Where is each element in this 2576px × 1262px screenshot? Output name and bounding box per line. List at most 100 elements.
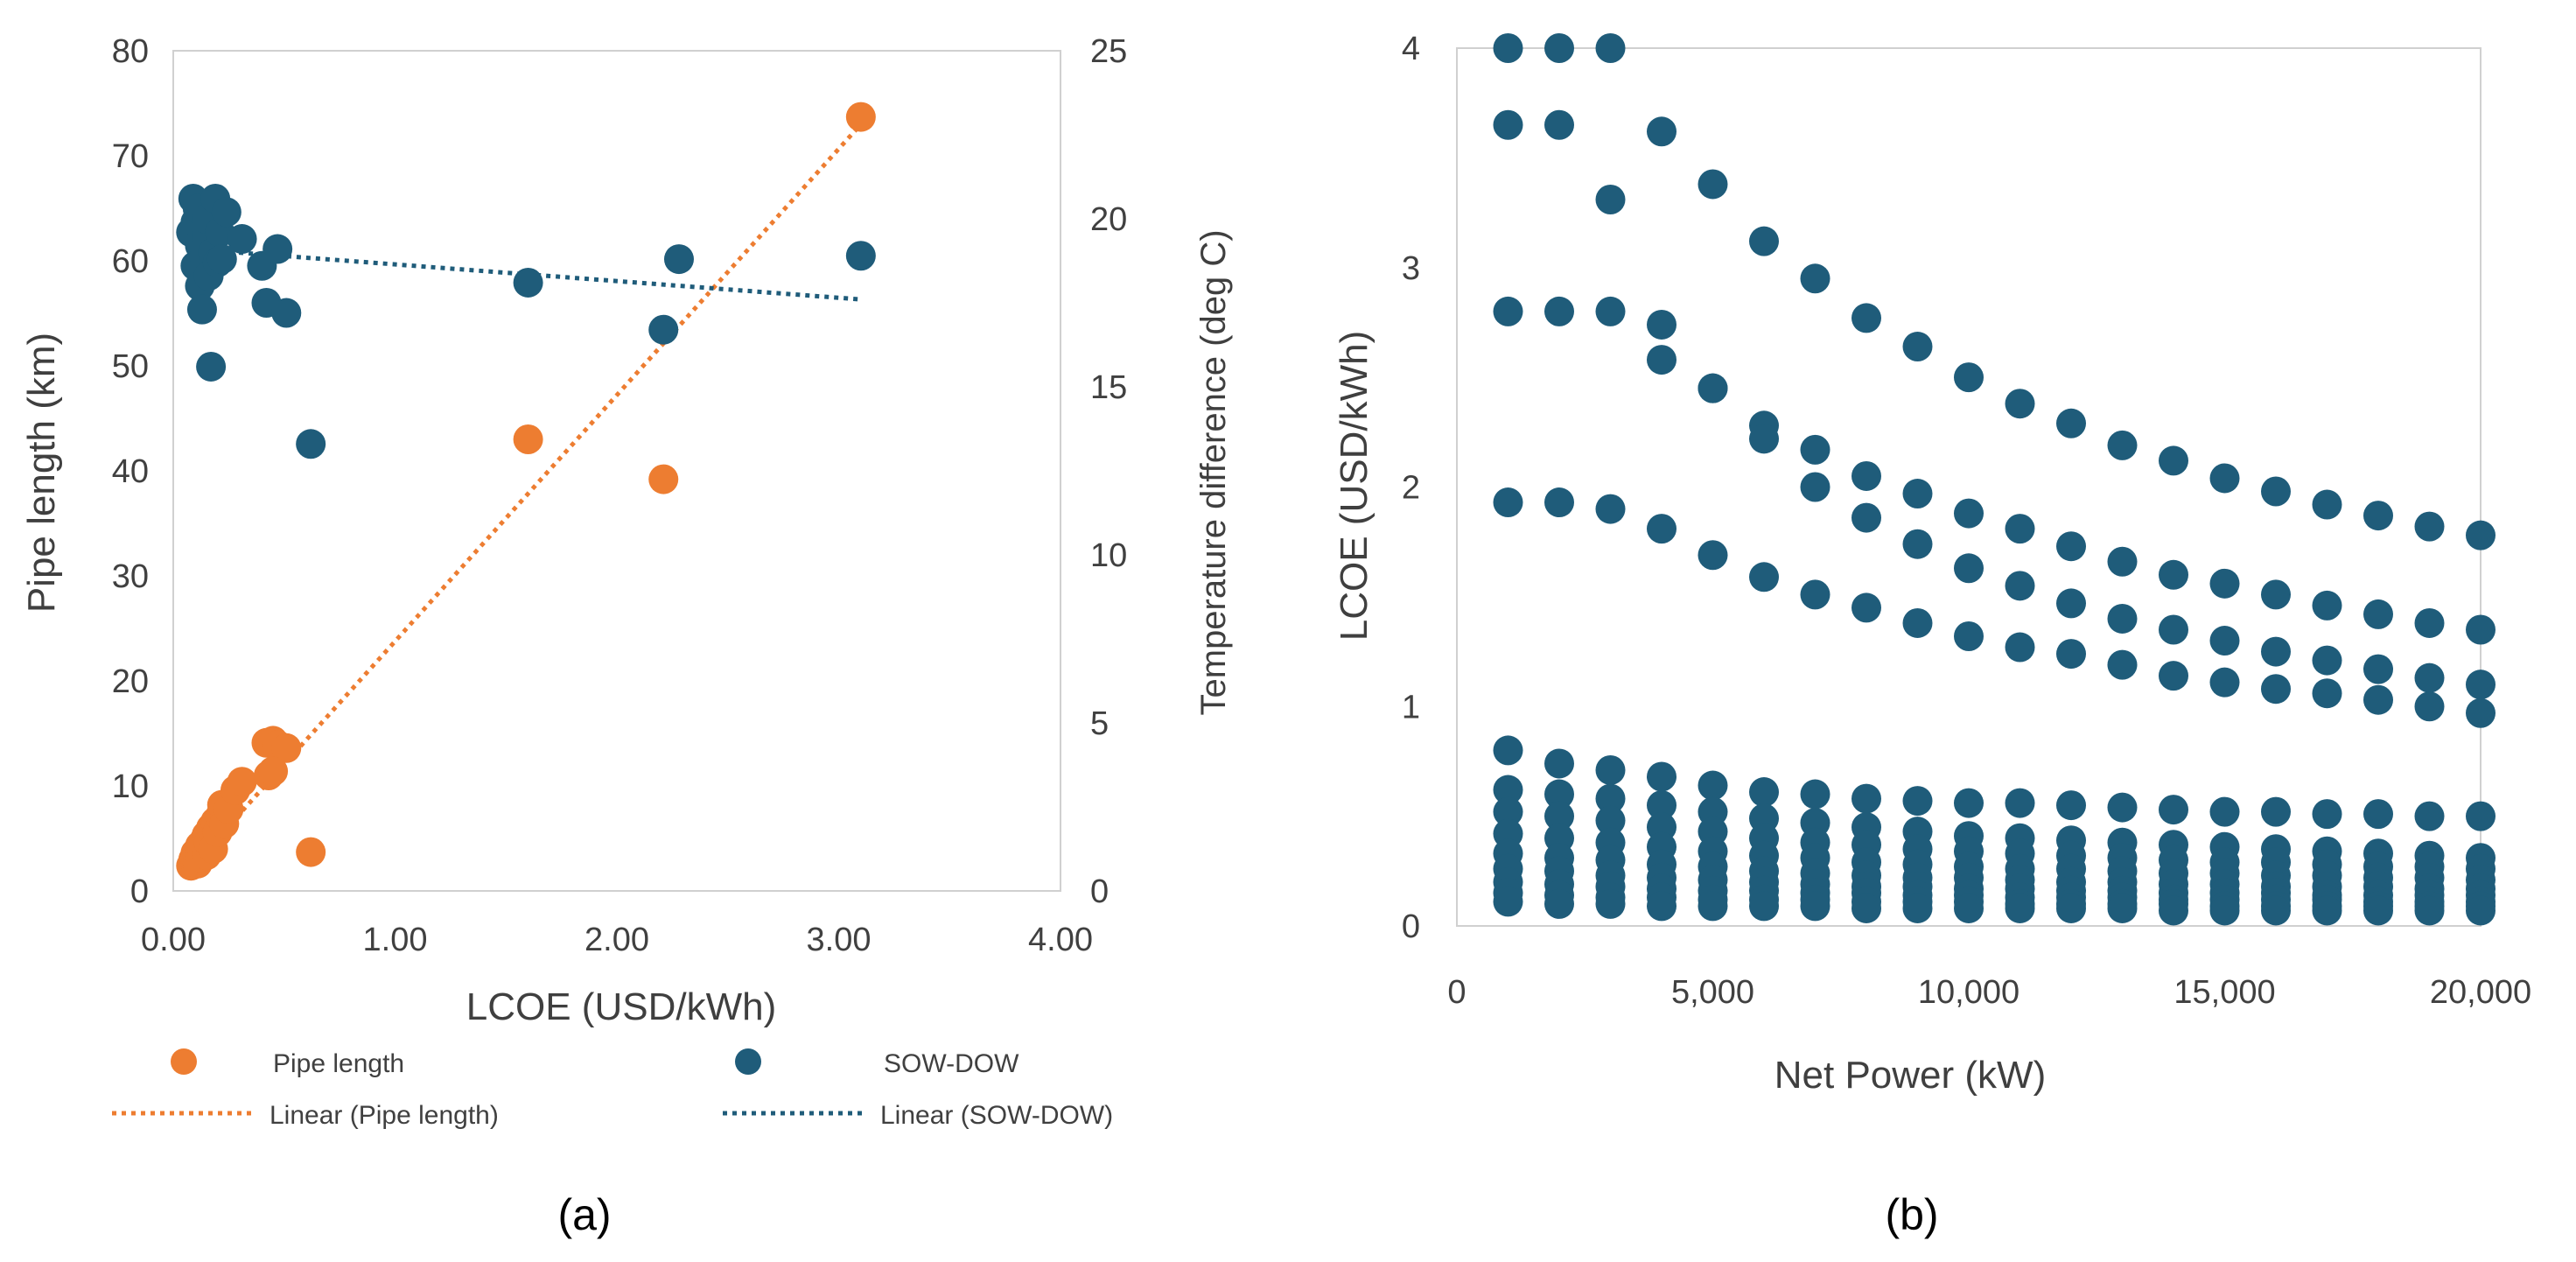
- lcoe-point: [2466, 698, 2496, 728]
- lcoe-point: [1749, 424, 1779, 454]
- panel-a-y-tick-label: 50: [112, 348, 149, 385]
- lcoe-point: [1493, 33, 1523, 63]
- lcoe-point: [1749, 891, 1779, 922]
- lcoe-point: [1493, 109, 1523, 140]
- lcoe-point: [2414, 895, 2445, 926]
- panel-b-y-axis-title: LCOE (USD/kWh): [1333, 331, 1376, 641]
- panel-a-x-axis-title: LCOE (USD/kWh): [466, 985, 776, 1028]
- lcoe-point: [2312, 895, 2342, 926]
- lcoe-point: [2209, 796, 2240, 827]
- panel-b-y-tick-label: 2: [1402, 470, 1420, 507]
- lcoe-point: [1698, 770, 1728, 801]
- panel-b-x-tick-label: 0: [1447, 974, 1466, 1011]
- panel-a-y-tick-label: 60: [112, 243, 149, 280]
- lcoe-point: [1544, 748, 1574, 779]
- lcoe-point: [2005, 571, 2035, 601]
- lcoe-point: [1544, 779, 1574, 810]
- lcoe-point: [2107, 893, 2138, 923]
- pipe-length-point: [271, 733, 302, 763]
- panel-a-y-tick-label: 20: [112, 663, 149, 700]
- lcoe-point: [1544, 33, 1574, 63]
- lcoe-point: [2261, 579, 2291, 610]
- pipe-length-point: [227, 767, 257, 797]
- lcoe-point: [2312, 489, 2342, 520]
- lcoe-point: [1698, 540, 1728, 571]
- lcoe-point: [1698, 373, 1728, 403]
- lcoe-point: [1698, 891, 1728, 922]
- lcoe-point: [1544, 487, 1574, 518]
- lcoe-point: [1749, 562, 1779, 592]
- lcoe-point: [2261, 636, 2291, 667]
- panel-a-x-tick-label: 3.00: [807, 922, 872, 958]
- panel-a-y2-ticks: 0 5 10 15 20 25: [1090, 33, 1127, 910]
- lcoe-point: [1595, 296, 1626, 326]
- panel-a-y2-tick-label: 15: [1090, 369, 1127, 406]
- lcoe-point: [1493, 296, 1523, 326]
- lcoe-point: [2056, 639, 2086, 670]
- lcoe-point: [2414, 663, 2445, 693]
- lcoe-point: [1544, 109, 1574, 140]
- panel-a-y2-axis-title: Temperature difference (deg C): [1194, 229, 1233, 715]
- lcoe-point: [1852, 893, 1881, 923]
- lcoe-point: [1647, 790, 1676, 821]
- panel-a-x-tick-label: 4.00: [1028, 922, 1093, 958]
- trendline-linear-pipe-length-: [189, 123, 863, 870]
- lcoe-point: [1800, 579, 1830, 610]
- sow-dow-point: [648, 314, 679, 345]
- sow-dow-point: [845, 241, 876, 271]
- panel-b-x-tick-label: 15,000: [2174, 974, 2275, 1011]
- lcoe-point: [1954, 788, 1984, 818]
- lcoe-point: [1544, 801, 1574, 831]
- lcoe-point: [2056, 790, 2086, 821]
- lcoe-point: [2209, 895, 2240, 926]
- lcoe-point: [1647, 514, 1676, 544]
- lcoe-point: [2363, 895, 2393, 926]
- lcoe-point: [2414, 607, 2445, 638]
- panel-b-plot-frame: [1456, 47, 2482, 927]
- lcoe-point: [1493, 735, 1523, 766]
- lcoe-point: [2159, 661, 2188, 691]
- panel-b-x-tick-label: 20,000: [2430, 974, 2531, 1011]
- lcoe-point: [2261, 796, 2291, 827]
- lcoe-point: [1698, 169, 1728, 200]
- lcoe-point: [2414, 801, 2445, 831]
- lcoe-point: [2056, 893, 2086, 923]
- lcoe-point: [1800, 779, 1830, 810]
- lcoe-point: [2159, 559, 2188, 590]
- panel-a-y-axis-title: Pipe length (km): [20, 333, 63, 613]
- lcoe-point: [2312, 678, 2342, 709]
- sow-dow-point: [262, 234, 293, 264]
- lcoe-point: [2312, 799, 2342, 830]
- lcoe-point: [1493, 775, 1523, 805]
- lcoe-point: [1954, 362, 1984, 393]
- lcoe-point: [1595, 185, 1626, 215]
- lcoe-point: [1595, 783, 1626, 814]
- lcoe-point: [2159, 795, 2188, 825]
- lcoe-point: [1647, 309, 1676, 340]
- lcoe-point: [1493, 887, 1523, 917]
- lcoe-point: [2261, 674, 2291, 705]
- lcoe-point: [2159, 445, 2188, 476]
- lcoe-point: [2056, 408, 2086, 438]
- lcoe-point: [1493, 796, 1523, 827]
- lcoe-point: [1902, 529, 1933, 559]
- lcoe-point: [1902, 332, 1933, 362]
- panel-a-y2-tick-label: 25: [1090, 33, 1127, 70]
- sow-dow-point: [206, 244, 237, 275]
- panel-a-y-tick-label: 70: [112, 138, 149, 175]
- panel-a-x-ticks: 0.00 1.00 2.00 3.00 4.00: [141, 922, 1093, 958]
- lcoe-point: [1800, 891, 1830, 922]
- lcoe-point: [1493, 487, 1523, 518]
- panel-a-y-tick-label: 80: [112, 33, 149, 70]
- panel-b-points: [1493, 33, 2496, 926]
- lcoe-point: [2107, 546, 2138, 577]
- lcoe-point: [2056, 588, 2086, 619]
- lcoe-point: [2209, 463, 2240, 494]
- panel-b-x-tick-label: 5,000: [1671, 974, 1754, 1011]
- lcoe-point: [2466, 670, 2496, 700]
- lcoe-point: [2005, 788, 2035, 818]
- legend-label-sow-dow: SOW-DOW: [884, 1049, 1019, 1078]
- lcoe-point: [2363, 599, 2393, 629]
